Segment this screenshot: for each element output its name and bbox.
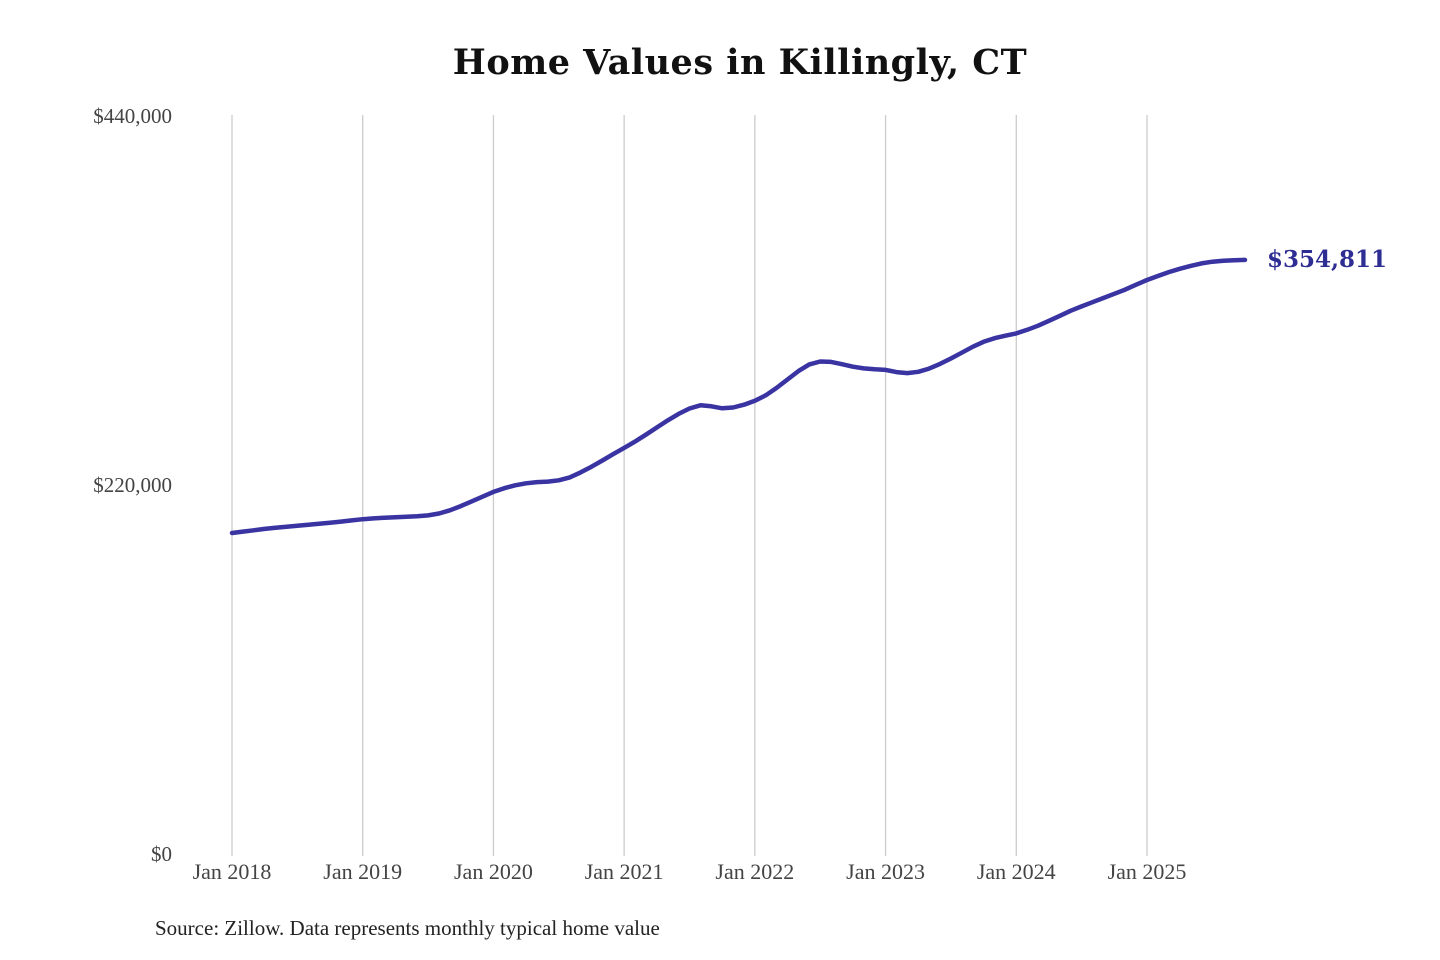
y-tick-0: $0 (151, 842, 172, 866)
y-tick-220000: $220,000 (93, 473, 172, 497)
x-tick-jan-2020: Jan 2020 (454, 859, 533, 884)
x-tick-jan-2019: Jan 2019 (323, 859, 403, 884)
home-value-line-series (229, 257, 1248, 536)
x-tick-jan-2024: Jan 2024 (976, 859, 1056, 884)
x-tick-jan-2018: Jan 2018 (192, 859, 272, 884)
latest-value-annotation: $354,811 (1267, 245, 1388, 273)
x-tick-jan-2021: Jan 2021 (584, 859, 664, 884)
x-tick-jan-2022: Jan 2022 (715, 859, 795, 884)
x-tick-jan-2023: Jan 2023 (846, 859, 925, 884)
x-tick-jan-2025: Jan 2025 (1107, 859, 1187, 884)
vertical-gridlines (231, 115, 1148, 856)
chart-title: Home Values in Killingly, CT (452, 42, 1028, 83)
source-note: Source: Zillow. Data represents monthly … (155, 916, 660, 940)
y-tick-440000: $440,000 (93, 104, 172, 128)
